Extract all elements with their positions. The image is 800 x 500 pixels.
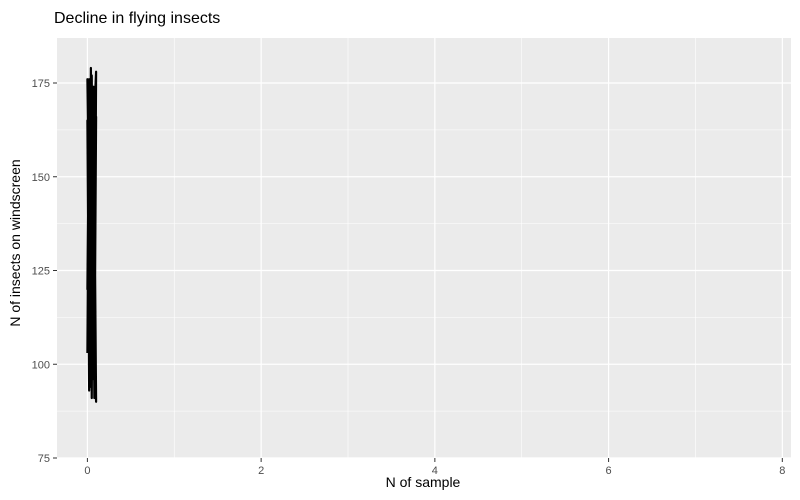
x-tick-label: 2 <box>258 465 264 477</box>
y-tick-label: 175 <box>32 78 50 90</box>
data-layer <box>86 66 98 403</box>
y-axis: 75 100 125 150 175 <box>32 78 57 465</box>
chart-title: Decline in flying insects <box>54 10 220 27</box>
x-tick-label: 8 <box>779 465 785 477</box>
x-tick-label: 4 <box>432 465 438 477</box>
y-tick-label: 125 <box>32 266 50 278</box>
x-axis-title: N of sample <box>386 474 461 490</box>
series-line-0 <box>86 66 98 403</box>
y-tick-label: 100 <box>32 359 50 371</box>
y-tick-label: 150 <box>32 172 50 184</box>
x-tick-label: 0 <box>84 465 90 477</box>
y-tick-label: 75 <box>38 453 50 465</box>
x-axis: 0 2 4 6 8 <box>84 458 785 477</box>
gridlines <box>57 38 791 459</box>
y-axis-title: N of insects on windscreen <box>7 159 23 326</box>
x-tick-label: 6 <box>606 465 612 477</box>
plot-panel <box>57 38 791 458</box>
